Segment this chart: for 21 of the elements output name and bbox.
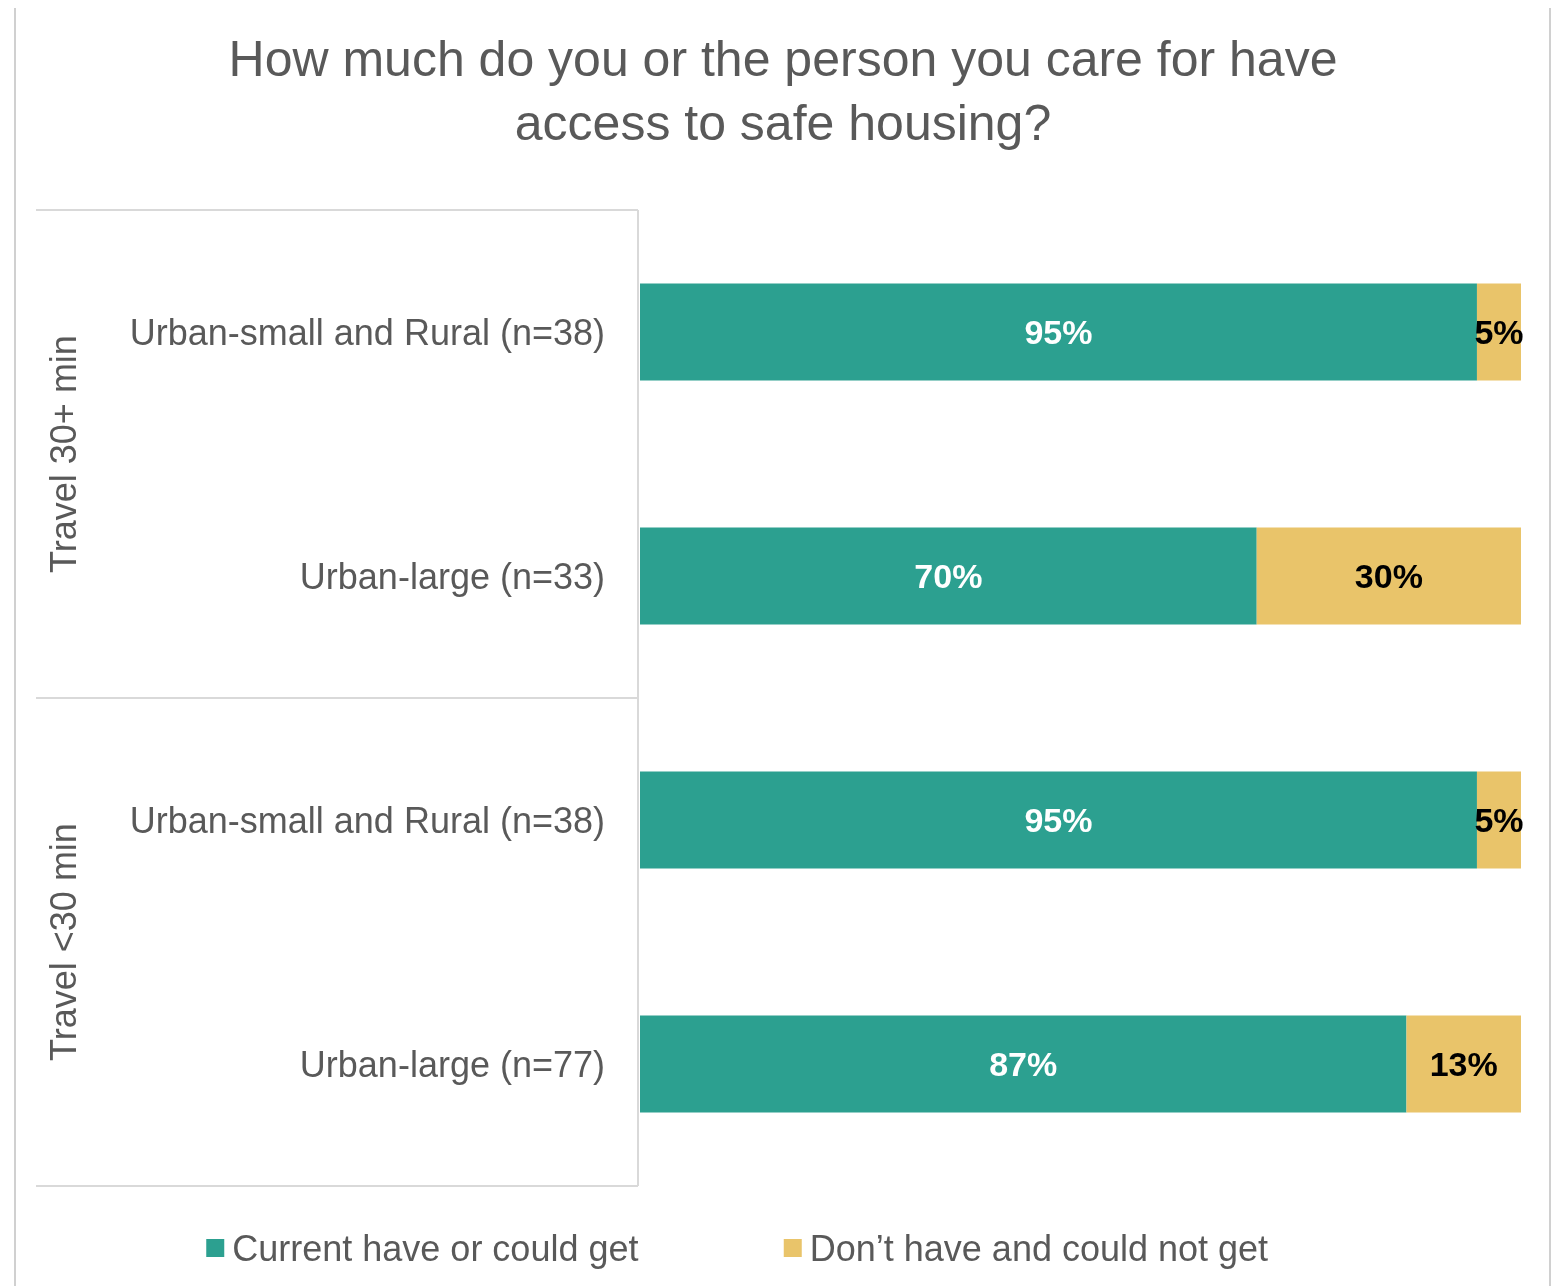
text: Travel 30+ min xyxy=(43,335,84,573)
chart-title: How much do you or the person you care for have access to safe housing? xyxy=(228,31,1338,151)
data-label: 95% xyxy=(1024,312,1093,351)
text: Travel <30 min xyxy=(43,823,84,1061)
data-label: 13% xyxy=(1429,1044,1498,1083)
y-tick-label: Urban-small and Rural (n=38) xyxy=(129,311,605,353)
legend-label: Don’t have and could not get xyxy=(809,1227,1269,1269)
bar xyxy=(1256,527,1521,625)
bar xyxy=(640,1015,1407,1113)
data-label: 95% xyxy=(1024,800,1093,839)
data-label: 30% xyxy=(1354,556,1423,595)
bar xyxy=(640,283,1477,381)
legend-label: Current have or could get xyxy=(232,1227,639,1269)
data-label: 87% xyxy=(989,1044,1058,1083)
data-label: 70% xyxy=(914,556,983,595)
bar xyxy=(640,527,1257,625)
bar xyxy=(1406,1015,1521,1113)
y-tick-label: Urban-large (n=77) xyxy=(299,1043,605,1085)
bar xyxy=(640,771,1477,869)
y-tick-label: Urban-small and Rural (n=38) xyxy=(129,799,605,841)
y-tick-label: Urban-large (n=33) xyxy=(299,555,605,597)
